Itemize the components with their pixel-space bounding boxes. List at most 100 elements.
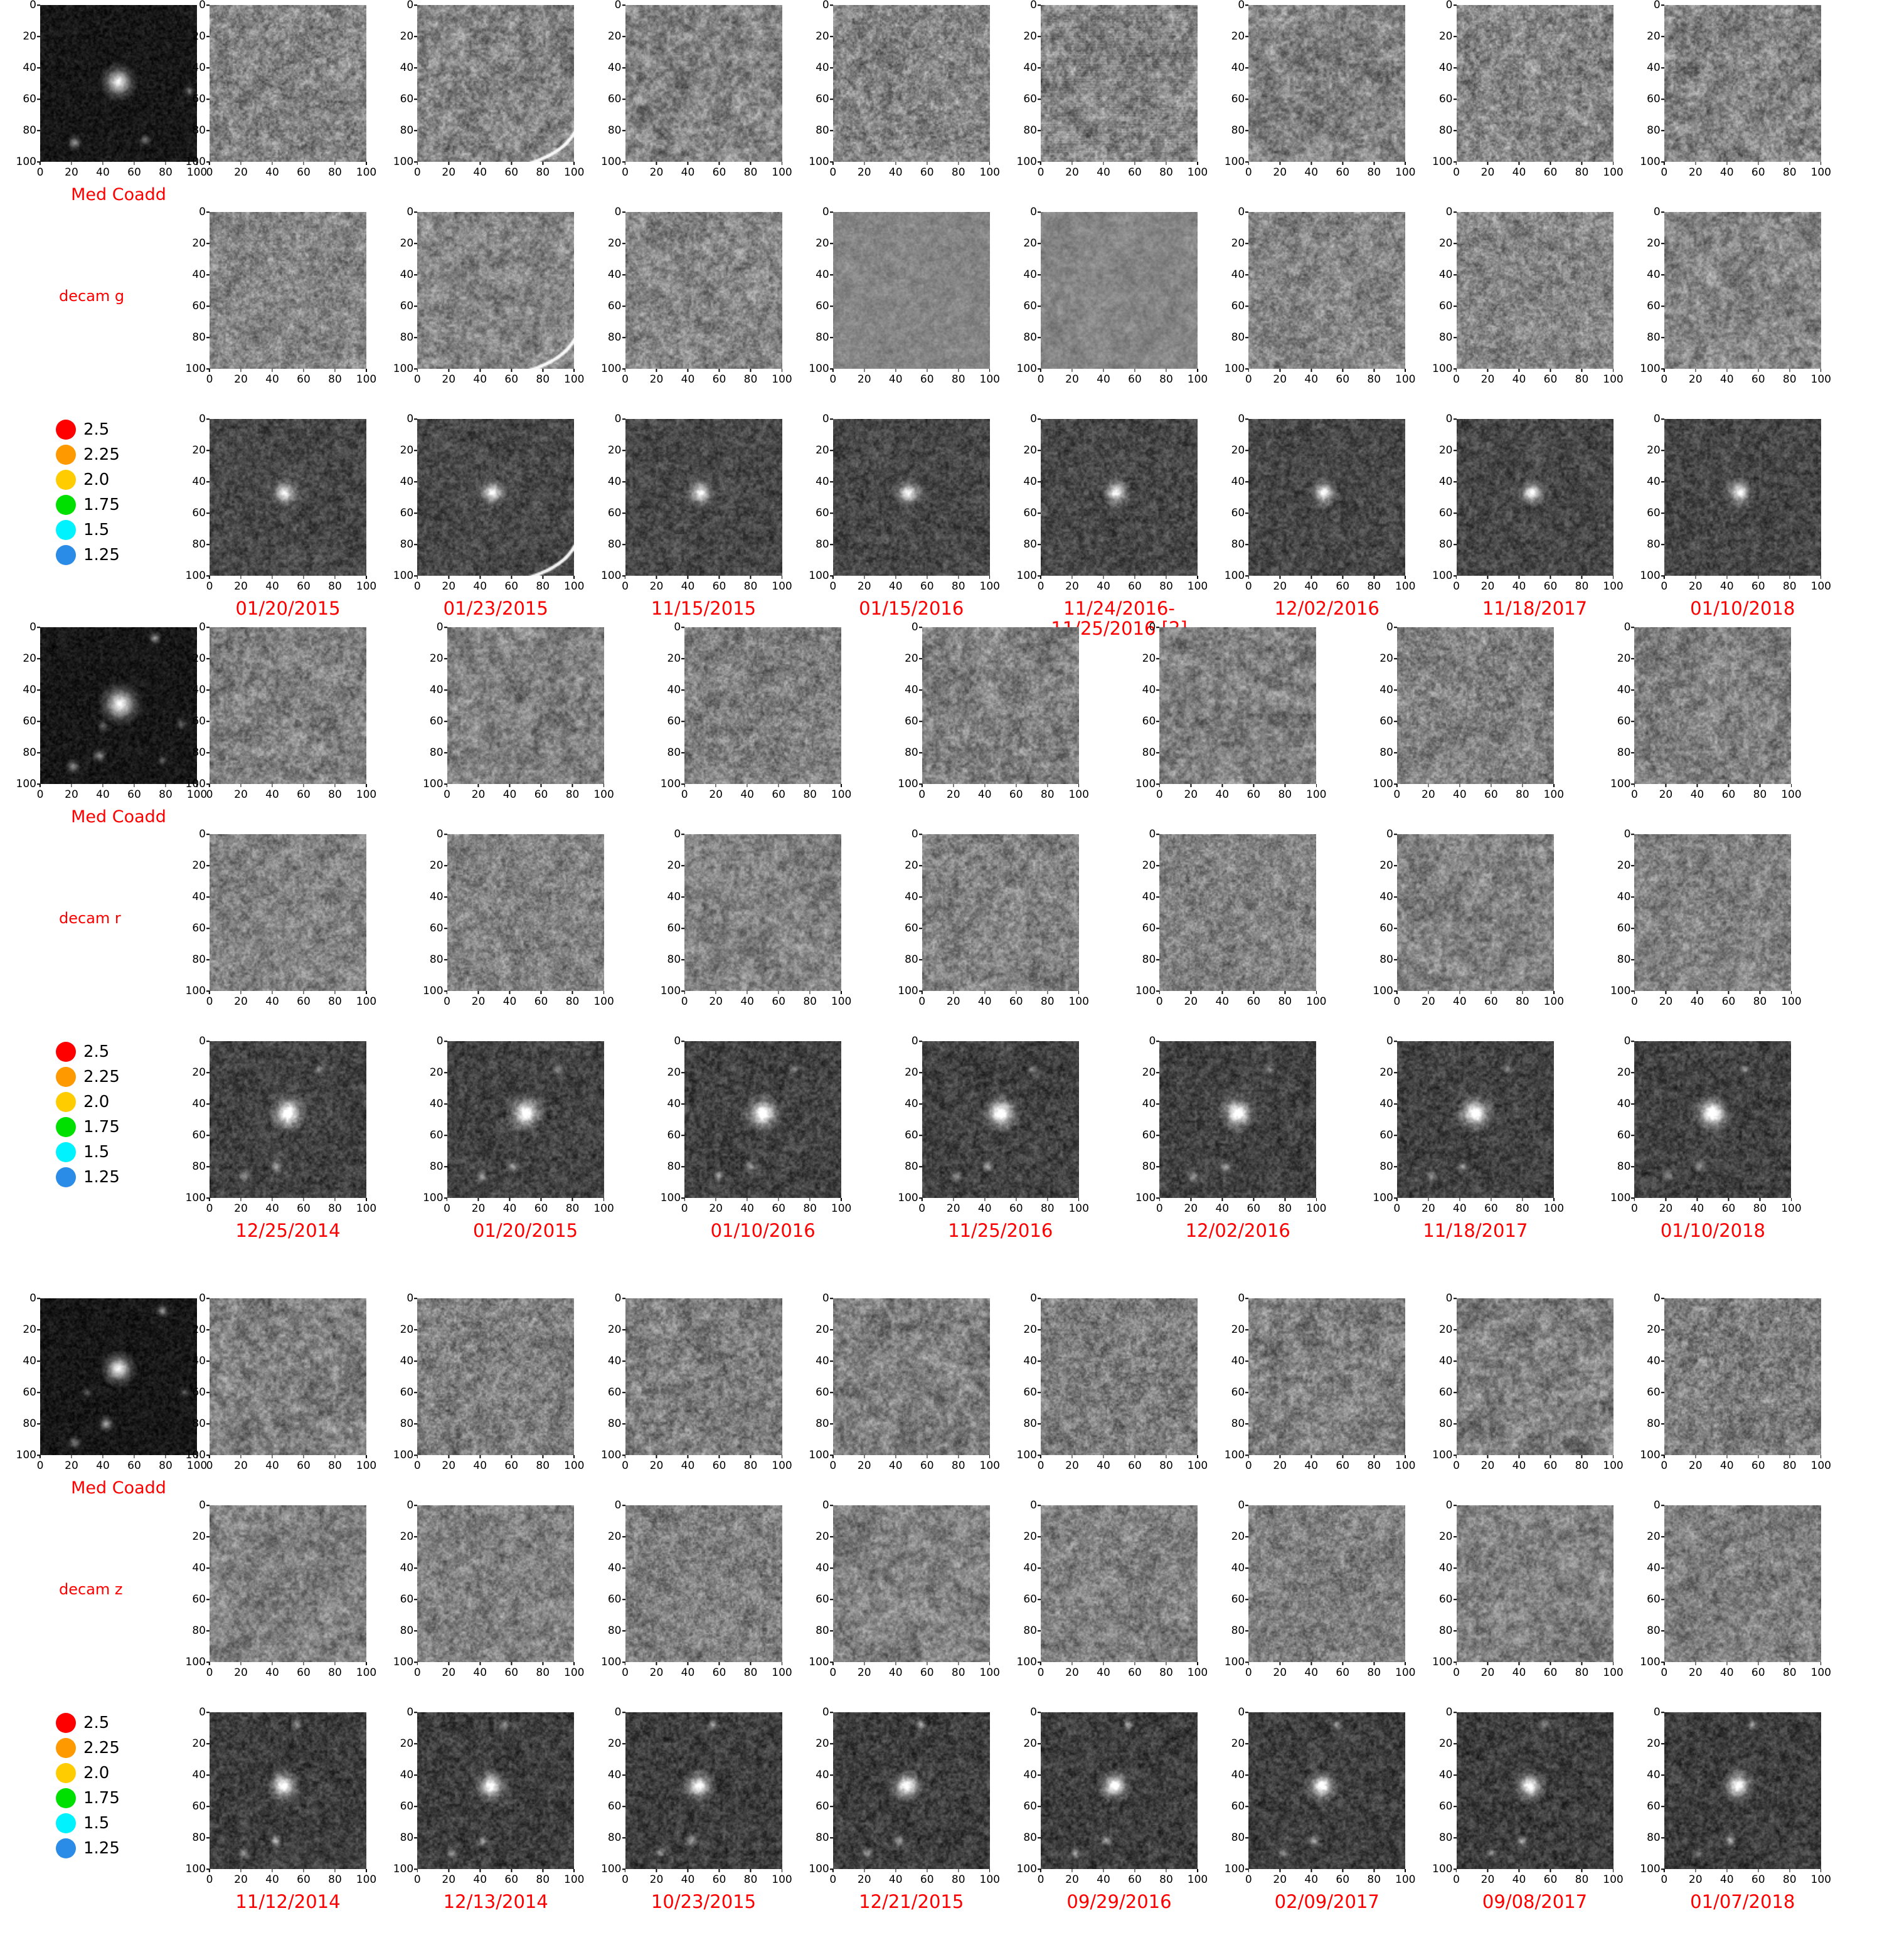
x-tick-label: 80 [1367,1873,1381,1886]
image-stamp [1634,834,1792,991]
y-tick-label: 60 [816,1593,829,1606]
y-tick-label: 80 [1142,746,1156,759]
stamp-pixels [922,1041,1079,1198]
x-tick-label: 40 [1453,788,1467,801]
stamp-pixels [922,834,1079,991]
x-tick-label: 60 [1128,580,1142,593]
science-stamp-cell: 0 20 40 60 80 100 0 20 40 60 80 100 [391,0,585,183]
y-tick-label: 80 [1231,1624,1245,1637]
median-coadd-cell: 0 20 40 60 80 100 0 20 40 60 80 100 [14,1292,208,1476]
image-stamp [447,834,604,991]
y-tick-label: 0 [614,1292,622,1305]
y-tick-label: 40 [1647,1562,1661,1574]
x-tick-label: 40 [1720,166,1734,179]
x-tick-label: 100 [772,1666,792,1679]
x-axis-ticks: 0 20 40 60 80 100 [918,991,1089,1012]
x-tick-label: 0 [829,580,837,593]
x-tick-label: 20 [1184,995,1198,1008]
x-tick-label: 80 [565,1202,580,1215]
x-tick-label: 100 [593,1202,614,1215]
y-axis-ticks: 0 20 40 60 80 100 [391,0,417,168]
y-axis-ticks: 0 20 40 60 80 100 [807,1706,833,1875]
y-tick-label: 100 [809,1863,829,1875]
image-stamp [1041,5,1198,162]
y-tick-label: 20 [667,1066,681,1079]
y-tick-label: 100 [1016,1656,1037,1668]
stamp-pixels [832,1505,990,1662]
x-tick-label: 100 [1187,373,1208,386]
y-tick-label: 20 [1023,1323,1037,1336]
x-tick-label: 40 [1097,1459,1110,1472]
y-tick-label: 100 [393,1449,414,1461]
y-tick-label: 0 [1445,1292,1453,1305]
image-stamp [210,419,366,576]
stamp-pixels [1664,1298,1821,1455]
x-tick-label: 60 [1336,1873,1350,1886]
image-stamp [1396,834,1554,991]
x-tick-label: 60 [772,995,785,1008]
x-tick-label: 0 [1156,1202,1163,1215]
x-tick-label: 100 [831,788,852,801]
y-tick-label: 100 [1224,156,1245,168]
legend-color-swatch [56,470,76,490]
y-tick-label: 0 [1030,1499,1037,1512]
y-tick-label: 20 [1142,1066,1156,1079]
detection-stamp-cell: 0 20 40 60 80 100 0 20 40 60 80 100 [599,1706,792,1890]
x-tick-label: 40 [1097,373,1110,386]
template-stamp-cell: 0 20 40 60 80 100 0 20 40 60 80 100 [1371,828,1564,1012]
y-tick-label: 0 [1238,206,1245,218]
x-tick-label: 80 [1782,580,1797,593]
image-stamp [832,1505,990,1662]
image-stamp [625,1505,782,1662]
x-tick-label: 20 [65,788,78,801]
y-tick-label: 20 [192,444,206,457]
legend-color-swatch [56,495,76,515]
y-tick-label: 100 [809,156,829,168]
y-tick-label: 100 [898,778,918,790]
x-tick-label: 60 [297,788,311,801]
y-axis-ticks: 0 20 40 60 80 100 [1371,1035,1397,1204]
y-tick-label: 60 [816,300,829,312]
y-tick-label: 0 [1238,1292,1245,1305]
x-tick-label: 80 [1278,995,1292,1008]
x-tick-label: 20 [1688,166,1703,179]
science-stamp-cell: 0 20 40 60 80 100 0 20 40 60 80 100 [1430,1292,1624,1476]
x-tick-label: 20 [234,1459,248,1472]
y-tick-label: 100 [393,363,414,375]
detection-stamp-cell: 0 20 40 60 80 100 0 20 40 60 80 100 [183,413,377,597]
x-tick-label: 80 [951,373,965,386]
y-axis-ticks: 0 20 40 60 80 100 [183,0,210,168]
x-tick-label: 40 [681,166,695,179]
x-tick-label: 40 [265,166,279,179]
y-tick-label: 80 [1617,1160,1631,1173]
x-tick-label: 0 [918,1202,926,1215]
x-tick-label: 60 [1751,1873,1765,1886]
x-axis-ticks: 0 20 40 60 80 100 [1245,1662,1416,1683]
image-stamp [40,1298,197,1455]
x-tick-label: 40 [502,995,517,1008]
x-tick-label: 60 [1484,995,1498,1008]
y-tick-label: 20 [607,1737,622,1750]
x-axis-ticks: 0 20 40 60 80 100 [37,162,208,183]
y-tick-label: 60 [1647,300,1661,312]
x-tick-label: 100 [1068,1202,1089,1215]
y-tick-label: 0 [1030,1292,1037,1305]
template-stamp-cell: 0 20 40 60 80 100 0 20 40 60 80 100 [1608,828,1802,1012]
y-tick-label: 100 [1432,1656,1453,1668]
y-axis-ticks: 0 20 40 60 80 100 [896,1035,922,1204]
stamp-pixels [210,834,366,991]
y-tick-label: 80 [400,331,414,344]
x-axis-ticks: 0 20 40 60 80 100 [829,1869,1000,1890]
x-tick-label: 100 [1810,580,1831,593]
epoch-date-caption: 01/15/2016 [859,598,964,619]
x-tick-label: 20 [1659,1202,1673,1215]
y-tick-label: 80 [1023,538,1037,551]
y-tick-label: 20 [1142,859,1156,872]
x-tick-label: 0 [444,995,450,1008]
x-axis-ticks: 0 20 40 60 80 100 [206,1198,377,1219]
y-axis-ticks: 0 20 40 60 80 100 [807,1292,833,1461]
science-stamp-cell: 0 20 40 60 80 100 0 20 40 60 80 100 [1133,621,1327,805]
x-tick-label: 60 [1484,788,1498,801]
x-axis-ticks: 0 20 40 60 80 100 [1156,1198,1327,1219]
legend-entry: 2.0 [56,1092,120,1112]
